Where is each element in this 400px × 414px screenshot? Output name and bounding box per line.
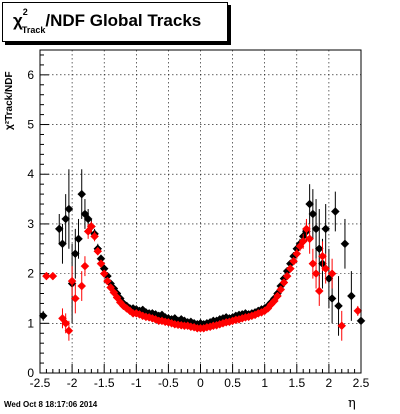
x-tick-label: -0.5 (158, 376, 179, 390)
data-point-black (347, 291, 356, 301)
title-chi: χ (13, 11, 23, 30)
data-point-red (103, 276, 112, 286)
data-point-red (327, 269, 337, 278)
y-tick-label: 4 (27, 167, 34, 181)
data-point-black (311, 224, 321, 234)
data-point-red (70, 294, 80, 303)
data-point-red (311, 269, 321, 278)
data-point-black (38, 311, 48, 321)
data-point-red (80, 261, 90, 271)
data-point-black (334, 301, 343, 311)
x-tick-label: -1 (131, 376, 142, 390)
data-point-red (292, 249, 302, 259)
y-tick-label: 0 (27, 366, 34, 380)
data-point-red (353, 306, 363, 316)
plot-frame (39, 49, 362, 374)
x-tick-label: -2.5 (30, 376, 51, 390)
data-point-black (330, 207, 340, 216)
x-tick-label: -1.5 (94, 376, 115, 390)
data-point-red (99, 269, 109, 278)
data-point-red (286, 264, 295, 273)
data-point-black (305, 199, 314, 209)
y-tick-label: 6 (27, 68, 34, 82)
data-point-black (308, 209, 318, 219)
data-point-red (61, 318, 71, 328)
chart-title: χ2 Track/NDF Global Tracks (13, 7, 202, 36)
y-tick-label: 3 (27, 217, 34, 231)
x-tick-label: 1 (261, 376, 268, 390)
x-tick-label: 2.5 (353, 376, 370, 390)
x-tick-label: -2 (67, 376, 78, 390)
data-point-black (61, 214, 71, 224)
timestamp: Wed Oct 8 18:17:06 2014 (4, 400, 98, 409)
data-point-red (48, 271, 58, 281)
data-point-black (54, 224, 64, 234)
data-point-red (273, 291, 282, 301)
data-point-red (314, 286, 324, 296)
x-tick-label: 0.5 (224, 376, 241, 390)
x-tick-label: 1.5 (288, 376, 305, 390)
data-point-red (337, 321, 347, 331)
data-point-red (318, 251, 327, 261)
data-point-red (302, 224, 311, 234)
data-point-black (327, 294, 337, 303)
data-point-black (77, 189, 87, 199)
data-point-red (87, 222, 96, 231)
title-sub: Track (21, 25, 46, 36)
data-point-black (340, 239, 350, 249)
title-rest: /NDF Global Tracks (45, 11, 202, 30)
data-point-red (308, 259, 318, 269)
data-point-red (67, 276, 77, 286)
data-point-red (321, 264, 331, 273)
data-point-red (298, 236, 308, 246)
data-point-red (96, 259, 106, 269)
title-box: χ2 Track/NDF Global Tracks (2, 2, 228, 42)
data-point-black (70, 249, 80, 259)
data-point-black (58, 239, 67, 249)
data-point-black (321, 224, 331, 234)
title-sup: 2 (22, 7, 28, 18)
data-point-red (276, 285, 286, 294)
y-tick-label: 2 (27, 267, 34, 281)
data-point-black (83, 214, 93, 224)
x-axis-label: η (348, 396, 356, 411)
x-tick-label: 0 (197, 376, 204, 390)
data-point-red (42, 271, 51, 281)
x-tick-label: 2 (326, 376, 333, 390)
data-point-red (93, 246, 103, 256)
data-point-red (282, 271, 292, 281)
data-point-red (305, 234, 314, 244)
data-point-red (289, 256, 298, 266)
data-point-black (64, 204, 74, 214)
data-point-red (64, 326, 74, 336)
y-axis-label: χ²Track/NDF (4, 71, 15, 130)
y-tick-label: 1 (27, 316, 34, 330)
data-point-red (77, 281, 87, 291)
data-point-black (74, 234, 83, 244)
data-point-red (279, 278, 289, 287)
y-tick-label: 5 (27, 118, 34, 132)
data-point-red (90, 231, 99, 241)
data-point-black (314, 244, 324, 254)
